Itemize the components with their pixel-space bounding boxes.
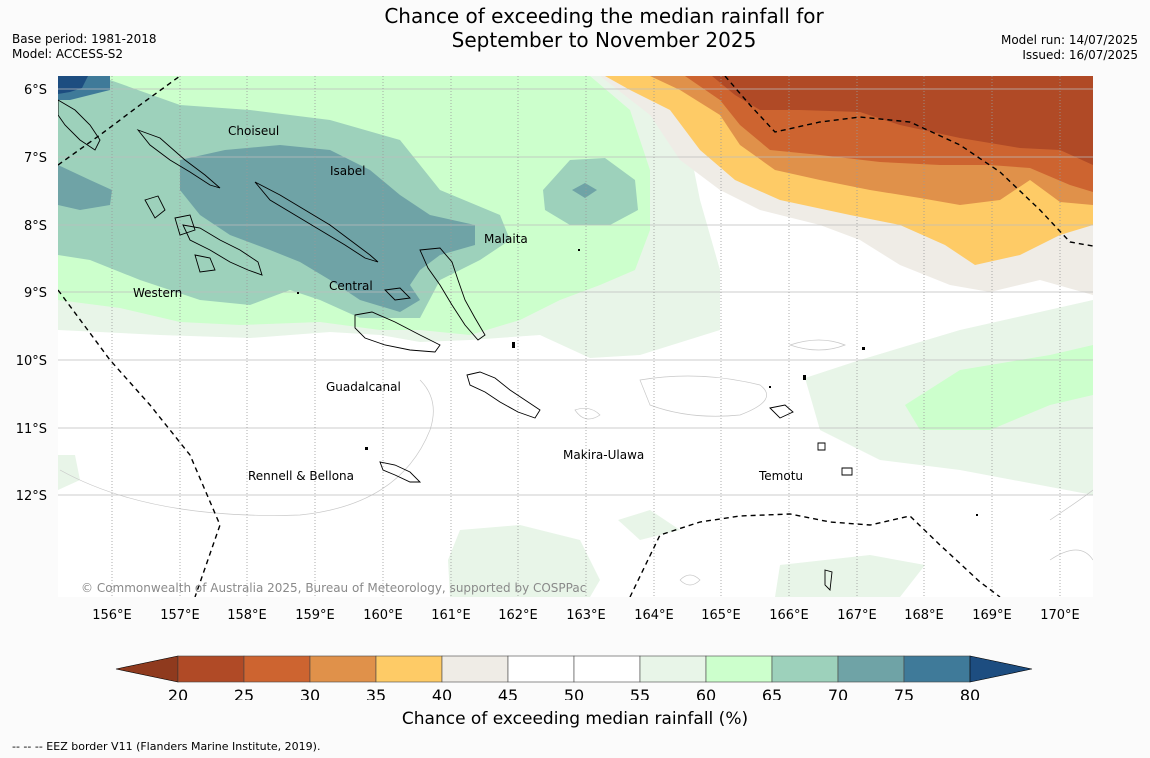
vella-lavella-island (144, 195, 166, 219)
colorbar-title: Chance of exceeding median rainfall (%) (401, 709, 749, 729)
title-line-1: Chance of exceeding the median rainfall … (384, 4, 824, 28)
latitude-labels: 6°S 7°S 8°S 9°S 10°S 11°S 12°S (16, 83, 47, 504)
lon-label-156e: 156°E (92, 608, 132, 623)
guadalcanal-island (354, 311, 441, 353)
place-label-western: Western (133, 286, 182, 300)
colorbar-tick-label: 50 (564, 686, 584, 700)
colorbar-tick-label: 75 (894, 686, 914, 700)
colorbar-cell (309, 655, 377, 683)
colorbar-cell (507, 655, 575, 683)
colorbar-extend-low (115, 655, 179, 683)
map-plot-area: Choiseul Isabel Malaita Western Central … (58, 76, 1093, 597)
lat-label-7s: 7°S (24, 151, 47, 166)
base-period: Base period: 1981-2018 (12, 32, 157, 46)
lon-label-158e: 158°E (227, 608, 267, 623)
colorbar-cell (771, 655, 839, 683)
colorbar-cell (837, 655, 905, 683)
lon-label-165e: 165°E (701, 608, 741, 623)
colorbar-tick-label: 80 (960, 686, 980, 700)
lat-label-10s: 10°S (16, 354, 47, 369)
lon-label-170e: 170°E (1040, 608, 1080, 623)
makira-island (466, 371, 541, 419)
place-label-rennell-bellona: Rennell & Bellona (248, 469, 354, 483)
colorbar-cell (639, 655, 707, 683)
colorbar-tick-label: 60 (696, 686, 716, 700)
copyright-notice: © Commonwealth of Australia 2025, Bureau… (81, 581, 586, 595)
lon-label-160e: 160°E (363, 608, 403, 623)
lon-label-164e: 164°E (634, 608, 674, 623)
contour-20-25 (712, 76, 1093, 165)
colorbar-cells (115, 655, 1033, 683)
florida-islands (384, 287, 411, 301)
colorbar-cell (903, 655, 971, 683)
colorbar-tick-label: 55 (630, 686, 650, 700)
lon-label-168e: 168°E (904, 608, 944, 623)
longitude-labels: 156°E 157°E 158°E 159°E 160°E 161°E 162°… (92, 608, 1080, 623)
malaita-island (419, 247, 486, 341)
lat-label-12s: 12°S (16, 489, 47, 504)
lon-label-162e: 162°E (498, 608, 538, 623)
new-georgia-island (182, 224, 263, 276)
place-label-makira-ulawa: Makira-Ulawa (563, 448, 644, 462)
lat-label-8s: 8°S (24, 219, 47, 234)
colorbar-cell (177, 655, 245, 683)
colorbar-extend-high (969, 655, 1033, 683)
rendova-island (194, 254, 216, 273)
lat-label-9s: 9°S (24, 286, 47, 301)
choiseul-island (136, 129, 221, 189)
contour-lines (59, 339, 1093, 586)
colorbar-cell (375, 655, 443, 683)
lon-label-167e: 167°E (837, 608, 877, 623)
contour-80-plus (58, 76, 88, 94)
colorbar-cell (573, 655, 641, 683)
lon-label-161e: 161°E (431, 608, 471, 623)
santa-cruz-island (769, 404, 794, 419)
tikopia-island (841, 467, 853, 476)
vanikoro-island (817, 442, 826, 451)
lon-label-166e: 166°E (769, 608, 809, 623)
lat-label-11s: 11°S (16, 422, 47, 437)
small-island-south (824, 569, 833, 591)
colorbar: 20 25 30 35 40 45 50 55 60 65 70 75 80 (115, 655, 1033, 700)
issued-date: Issued: 16/07/2025 (1022, 48, 1138, 62)
lon-label-157e: 157°E (160, 608, 200, 623)
lon-label-163e: 163°E (566, 608, 606, 623)
colorbar-cell (705, 655, 773, 683)
colorbar-tick-label: 30 (300, 686, 320, 700)
place-label-temotu: Temotu (758, 469, 803, 483)
colorbar-tick-label: 25 (234, 686, 254, 700)
colorbar-tick-label: 65 (762, 686, 782, 700)
rennell-island (379, 461, 422, 483)
isabel-island (254, 181, 379, 263)
lat-label-6s: 6°S (24, 83, 47, 98)
colorbar-tick-labels: 20 25 30 35 40 45 50 55 60 65 70 75 80 (168, 686, 980, 700)
place-label-central: Central (329, 279, 373, 293)
lon-label-169e: 169°E (972, 608, 1012, 623)
eez-borders (58, 76, 1093, 597)
eez-footnote: -- -- -- EEZ border V11 (Flanders Marine… (12, 740, 321, 753)
colorbar-tick-label: 35 (366, 686, 386, 700)
bougainville-island (58, 99, 101, 151)
place-label-guadalcanal: Guadalcanal (326, 380, 401, 394)
lon-label-159e: 159°E (295, 608, 335, 623)
title-line-2: September to November 2025 (451, 28, 757, 52)
colorbar-tick-label: 70 (828, 686, 848, 700)
place-label-choiseul: Choiseul (228, 124, 279, 138)
model-name: Model: ACCESS-S2 (12, 47, 124, 61)
place-labels: Choiseul Isabel Malaita Western Central … (133, 124, 803, 483)
colorbar-cell (441, 655, 509, 683)
colorbar-cell (243, 655, 311, 683)
latitude-gridlines (58, 88, 1093, 496)
contour-70-75 (58, 145, 597, 312)
colorbar-tick-label: 45 (498, 686, 518, 700)
small-islets (297, 249, 978, 516)
place-label-isabel: Isabel (330, 164, 365, 178)
island-outlines (58, 99, 853, 591)
colorbar-tick-label: 40 (432, 686, 452, 700)
model-run: Model run: 14/07/2025 (1000, 33, 1138, 47)
place-label-malaita: Malaita (484, 232, 528, 246)
rainfall-map: Choiseul Isabel Malaita Western Central … (16, 76, 1093, 700)
kolombangara-island (174, 214, 196, 236)
colorbar-tick-label: 20 (168, 686, 188, 700)
